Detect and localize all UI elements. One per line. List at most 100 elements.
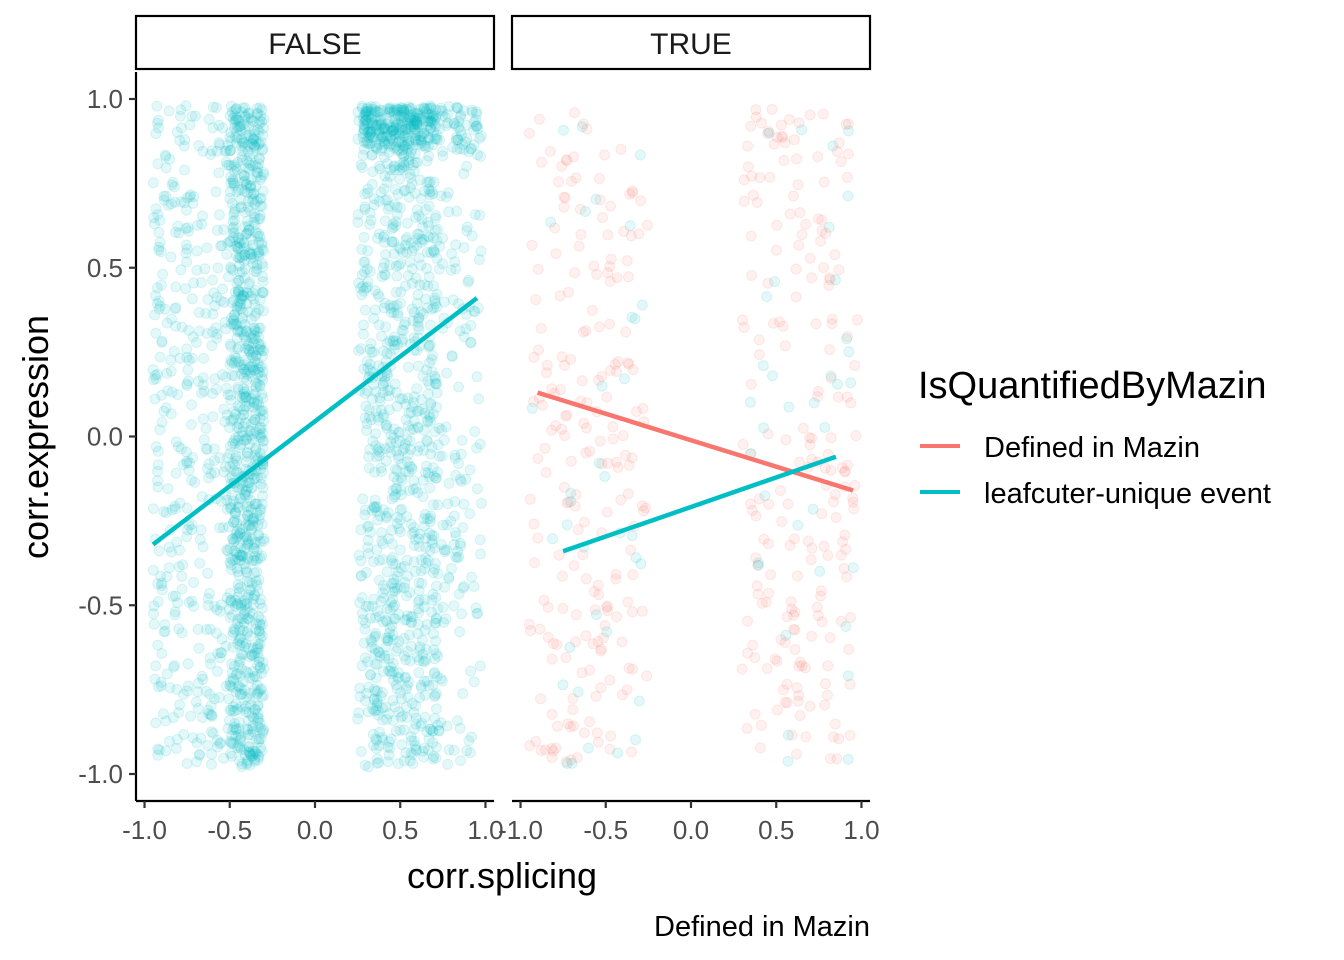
data-point: [412, 603, 424, 615]
data-point: [371, 506, 383, 517]
data-point: [413, 228, 425, 240]
data-point: [233, 121, 245, 133]
data-point: [443, 744, 455, 756]
data-point: [411, 118, 423, 130]
data-point: [250, 266, 262, 278]
data-point: [242, 642, 254, 654]
data-point: [231, 251, 243, 263]
data-point: [254, 424, 266, 436]
data-point: [244, 585, 256, 596]
data-point: [254, 405, 266, 417]
data-point: [755, 719, 767, 731]
data-point: [635, 195, 647, 207]
data-point: [359, 412, 371, 424]
data-point: [411, 297, 423, 309]
data-point: [470, 120, 482, 132]
data-point: [255, 432, 267, 443]
data-point: [251, 579, 263, 591]
data-point: [211, 734, 223, 746]
data-point: [174, 352, 186, 364]
data-point: [423, 339, 435, 351]
data-point: [232, 579, 244, 591]
data-point: [251, 103, 263, 114]
data-point: [221, 382, 233, 394]
data-point: [185, 710, 196, 722]
data-point: [244, 630, 256, 642]
data-point: [160, 715, 172, 727]
data-point: [431, 612, 442, 624]
data-point: [362, 126, 374, 138]
data-point: [205, 700, 217, 711]
data-point: [180, 247, 192, 259]
data-point: [254, 684, 266, 696]
data-point: [392, 103, 404, 115]
data-point: [188, 191, 200, 203]
data-point: [839, 466, 851, 478]
data-point: [256, 619, 268, 631]
data-point: [395, 258, 406, 269]
data-point: [372, 288, 384, 300]
data-point: [416, 577, 428, 589]
data-point: [420, 112, 432, 124]
data-point: [255, 632, 266, 644]
data-point: [202, 739, 214, 751]
data-point: [793, 690, 805, 701]
data-point: [216, 647, 228, 659]
data-point: [361, 424, 373, 436]
data-point: [224, 448, 236, 460]
data-point: [249, 648, 260, 659]
data-point: [429, 377, 441, 389]
data-point: [160, 190, 172, 202]
data-point: [246, 371, 258, 383]
data-point: [427, 232, 439, 244]
data-point: [364, 444, 376, 455]
data-point: [382, 634, 394, 646]
data-point: [239, 417, 251, 429]
data-point: [402, 449, 414, 461]
data-point: [626, 606, 638, 618]
data-point: [237, 513, 249, 525]
data-point: [385, 307, 397, 319]
data-point: [596, 380, 608, 392]
data-point: [233, 502, 245, 514]
data-point: [235, 527, 246, 539]
data-point: [437, 519, 449, 531]
data-point: [421, 460, 432, 472]
data-point: [422, 134, 434, 146]
data-point: [235, 602, 247, 614]
data-point: [228, 406, 240, 417]
data-point: [825, 432, 837, 444]
data-point: [759, 490, 771, 502]
data-point: [392, 143, 404, 155]
data-point: [360, 282, 372, 294]
caption: Defined in Mazin: [654, 911, 870, 943]
data-point: [572, 524, 584, 536]
data-point: [360, 106, 372, 118]
data-point: [230, 730, 242, 742]
data-point: [225, 263, 237, 275]
data-point: [382, 741, 394, 753]
data-point: [587, 638, 599, 650]
data-point: [422, 302, 433, 314]
data-point: [397, 444, 409, 456]
data-point: [430, 133, 442, 145]
data-point: [239, 558, 250, 570]
data-point: [252, 638, 264, 650]
data-point: [231, 301, 243, 313]
data-point: [233, 232, 245, 244]
data-point: [573, 240, 585, 252]
data-point: [153, 241, 165, 253]
data-point: [460, 136, 472, 148]
data-point: [352, 133, 364, 145]
data-point: [149, 218, 160, 230]
data-point: [419, 689, 431, 701]
data-point: [224, 587, 236, 599]
data-point: [243, 107, 255, 119]
data-point: [427, 110, 439, 122]
data-point: [256, 361, 268, 373]
data-point: [361, 103, 373, 115]
data-point: [256, 350, 268, 362]
data-point: [388, 471, 400, 483]
data-point: [239, 263, 251, 274]
data-point: [425, 399, 437, 410]
